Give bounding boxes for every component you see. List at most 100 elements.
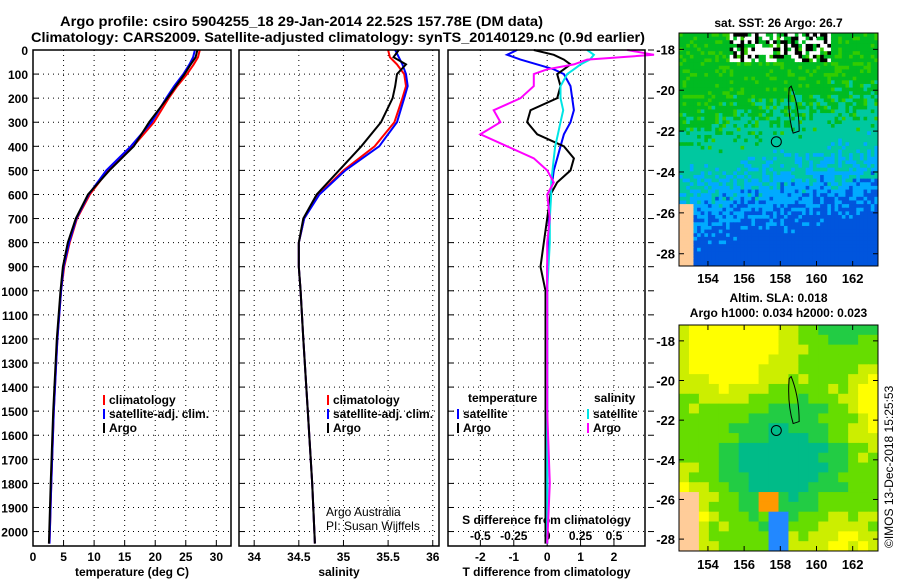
map-cell	[816, 149, 821, 154]
map-cell	[728, 462, 740, 473]
map-cell	[820, 156, 825, 161]
map-cell	[722, 218, 727, 223]
map-cell	[863, 196, 868, 201]
map-cell	[769, 58, 774, 63]
map-cell	[697, 124, 702, 129]
map-cell	[708, 413, 720, 424]
map-cell	[762, 65, 767, 70]
map-cell	[758, 65, 763, 70]
map-cell	[823, 47, 828, 52]
map-cell	[874, 76, 879, 81]
map-cell	[693, 145, 698, 150]
map-cell	[776, 69, 781, 74]
map-cell	[863, 207, 868, 212]
map-cell	[728, 423, 740, 434]
x-tick-label: -1	[508, 550, 519, 564]
map-cell	[682, 69, 687, 74]
map-cell	[765, 43, 770, 49]
map-cell	[740, 142, 745, 147]
map-cell	[697, 215, 702, 220]
map-cell	[780, 171, 785, 176]
map-cell	[768, 521, 779, 532]
map-cell	[679, 65, 684, 70]
map-cell	[722, 244, 727, 249]
map-cell	[718, 403, 730, 414]
map-cell	[765, 120, 770, 125]
map-cell	[707, 247, 713, 252]
map-cell	[863, 105, 868, 110]
map-cell	[769, 76, 774, 81]
x-tick-label: 0	[30, 550, 37, 564]
map-cell	[816, 124, 821, 129]
map-cell	[707, 196, 713, 201]
map-cell	[856, 113, 861, 118]
map-cell	[823, 87, 828, 92]
map-cell	[758, 211, 763, 216]
legend-label: satellite	[593, 407, 638, 421]
map-cell	[820, 218, 825, 223]
map-cell	[697, 98, 702, 103]
map-cell	[686, 236, 691, 242]
map-cell	[812, 124, 817, 129]
map-cell	[679, 76, 684, 81]
map-cell	[852, 251, 857, 256]
map-cell	[823, 33, 828, 38]
map-cell	[798, 255, 803, 260]
map-cell	[751, 222, 756, 227]
map-cell	[870, 149, 875, 154]
x-tick-label: 10	[87, 550, 101, 564]
map-cell	[707, 51, 713, 56]
map-cell	[708, 403, 720, 414]
map-cell	[859, 109, 865, 114]
map-cell	[693, 94, 698, 100]
map-cell	[762, 156, 767, 161]
map-cell	[845, 40, 850, 45]
map-cell	[867, 156, 872, 161]
map-cell	[758, 222, 763, 227]
map-cell	[751, 87, 756, 92]
map-cell	[870, 258, 875, 263]
map-cell	[798, 433, 809, 444]
map-cell	[707, 33, 713, 38]
map-cell	[838, 207, 843, 212]
legend-title-temperature: temperature	[468, 391, 538, 405]
map-cell	[874, 120, 879, 125]
map-cell	[693, 262, 698, 267]
map-cell	[751, 83, 756, 89]
map-cell	[754, 233, 760, 238]
map-cell	[729, 94, 734, 100]
map-cell	[870, 91, 875, 96]
map-cell	[794, 233, 799, 238]
map-cell	[707, 240, 713, 245]
map-cell	[805, 91, 810, 96]
map-cell	[751, 153, 756, 158]
map-cell	[758, 403, 770, 414]
map-cell	[863, 240, 868, 245]
map-cell	[708, 511, 720, 523]
map-cell	[816, 65, 821, 70]
map-cell	[729, 43, 734, 49]
map-cell	[856, 200, 861, 205]
map-cell	[726, 124, 731, 129]
map-cell	[729, 131, 734, 136]
map-cell	[708, 482, 720, 493]
map-cell	[700, 178, 705, 183]
map-cell	[852, 87, 857, 92]
map-cell	[856, 91, 861, 96]
map-cell	[834, 43, 839, 49]
map-cell	[758, 200, 763, 205]
map-cell	[823, 185, 828, 191]
map-cell	[686, 196, 691, 201]
y-tick-label: 1100	[2, 309, 28, 323]
map-cell	[838, 393, 849, 405]
map-cell	[870, 240, 875, 245]
map-cell	[748, 354, 760, 365]
map-cell	[838, 189, 843, 194]
map-cell	[870, 153, 875, 158]
map-cell	[780, 174, 785, 180]
map-cell	[802, 178, 807, 183]
map-cell	[808, 423, 819, 434]
map-cell	[856, 211, 861, 216]
map-cell	[830, 105, 836, 110]
map-cell	[744, 116, 749, 121]
